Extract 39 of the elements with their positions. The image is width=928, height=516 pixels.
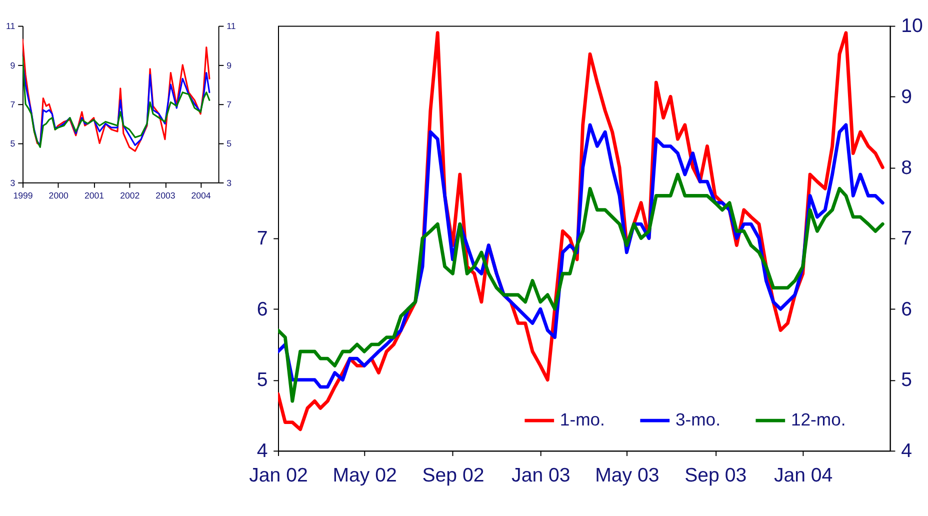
line-series — [278, 172, 884, 403]
x-tick-label: May 03 — [595, 464, 660, 486]
x-tick-label: Jan 02 — [249, 464, 308, 486]
y2-tick-label: 7 — [226, 100, 232, 110]
y-tick-label: 6 — [256, 298, 268, 320]
x-tick-label: 2001 — [84, 190, 104, 201]
y-tick-label: 7 — [10, 100, 16, 110]
y2-tick-label: 10 — [901, 15, 923, 38]
y2-tick-label: 7 — [901, 228, 912, 250]
x-tick-label: Sep 02 — [422, 464, 484, 486]
x-tick-label: 2002 — [120, 190, 140, 201]
y2-tick-label: 9 — [226, 60, 232, 70]
y-tick-label: 5 — [256, 369, 268, 392]
legend-label: 1-mo. — [560, 409, 605, 430]
y2-tick-label: 5 — [901, 369, 912, 392]
y-tick-label: 7 — [256, 228, 268, 250]
y-tick-label: 11 — [6, 21, 16, 32]
y-tick-label: 4 — [256, 440, 268, 462]
y2-tick-label: 9 — [901, 86, 912, 108]
x-tick-label: Jan 04 — [774, 464, 833, 486]
y2-tick-label: 4 — [901, 440, 912, 462]
line-series — [22, 38, 210, 152]
y2-tick-label: 11 — [226, 21, 236, 32]
x-tick-label: Sep 03 — [684, 464, 747, 486]
y2-tick-label: 6 — [901, 298, 912, 320]
x-tick-label: May 02 — [332, 464, 397, 486]
y2-tick-label: 5 — [226, 138, 232, 149]
x-tick-label: 2003 — [156, 190, 176, 201]
x-tick-label: Jan 03 — [512, 464, 570, 486]
x-tick-label: 2004 — [191, 190, 211, 201]
y2-tick-label: 3 — [226, 178, 232, 188]
legend-label: 12-mo. — [790, 409, 846, 430]
legend-label: 3-mo. — [675, 409, 720, 430]
x-tick-label: 1999 — [13, 190, 33, 201]
y-tick-label: 3 — [10, 178, 16, 188]
y-tick-label: 9 — [10, 60, 16, 70]
x-tick-label: 2000 — [48, 190, 68, 201]
y2-tick-label: 8 — [901, 156, 912, 179]
y-tick-label: 5 — [10, 138, 16, 149]
